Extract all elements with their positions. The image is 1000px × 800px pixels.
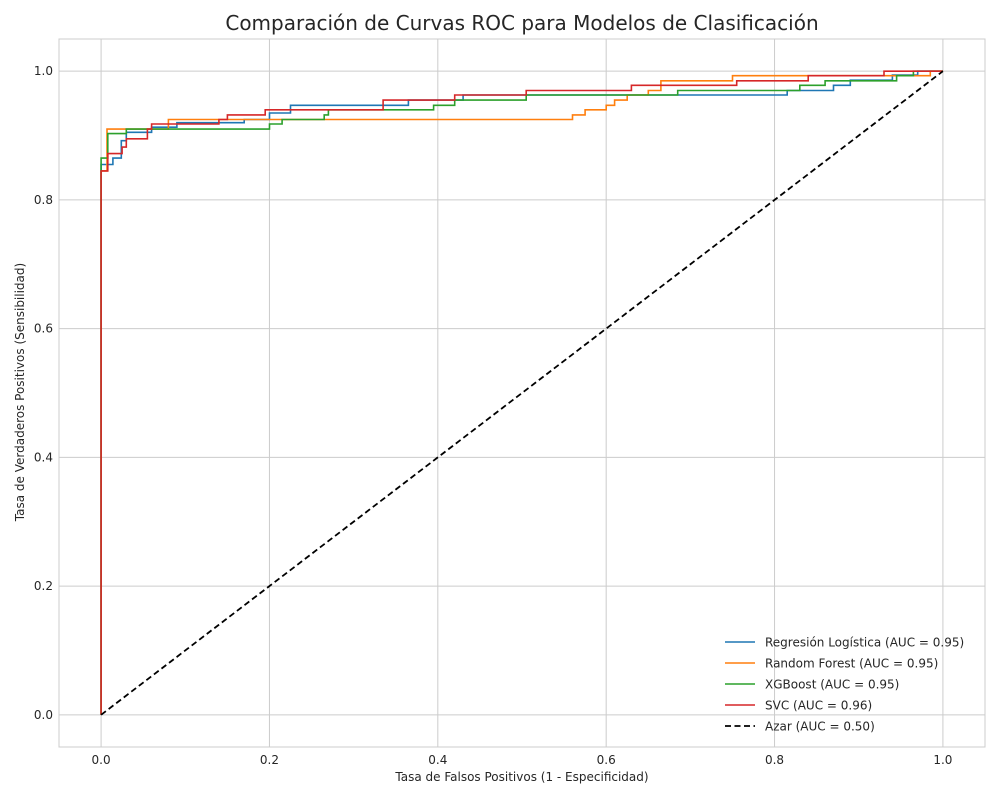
series-line-2 <box>100 70 943 715</box>
series-line-0 <box>100 70 943 715</box>
x-tick-label: 0.0 <box>92 753 111 767</box>
y-tick-labels: 0.0 0.2 0.4 0.6 0.8 1.0 <box>34 64 53 722</box>
legend-label: SVC (AUC = 0.96) <box>765 699 872 713</box>
chart-title: Comparación de Curvas ROC para Modelos d… <box>225 11 818 35</box>
y-tick-label: 0.2 <box>34 579 53 593</box>
y-tick-label: 0.6 <box>34 322 53 336</box>
y-tick-label: 1.0 <box>34 64 53 78</box>
x-tick-label: 0.6 <box>597 753 616 767</box>
series-line-3 <box>100 70 943 715</box>
x-tick-labels: 0.0 0.2 0.4 0.6 0.8 1.0 <box>92 753 953 767</box>
series-line-1 <box>100 70 943 715</box>
legend-label: Azar (AUC = 0.50) <box>765 720 875 734</box>
legend-label: Regresión Logística (AUC = 0.95) <box>765 636 964 650</box>
series-line-4 <box>100 70 944 716</box>
y-tick-label: 0.0 <box>34 708 53 722</box>
x-tick-label: 1.0 <box>933 753 952 767</box>
plot-frame <box>58 38 986 748</box>
plot-area <box>58 38 986 748</box>
x-tick-label: 0.4 <box>428 753 447 767</box>
legend: Regresión Logística (AUC = 0.95) Random F… <box>725 636 964 734</box>
series-lines <box>100 70 944 716</box>
x-axis-label: Tasa de Falsos Positivos (1 - Especifici… <box>394 770 648 784</box>
x-tick-label: 0.8 <box>765 753 784 767</box>
y-tick-label: 0.8 <box>34 193 53 207</box>
y-axis-label: Tasa de Verdaderos Positivos (Sensibilid… <box>13 263 27 522</box>
legend-label: XGBoost (AUC = 0.95) <box>765 678 899 692</box>
legend-label: Random Forest (AUC = 0.95) <box>765 657 938 671</box>
y-tick-label: 0.4 <box>34 450 53 464</box>
x-tick-label: 0.2 <box>260 753 279 767</box>
